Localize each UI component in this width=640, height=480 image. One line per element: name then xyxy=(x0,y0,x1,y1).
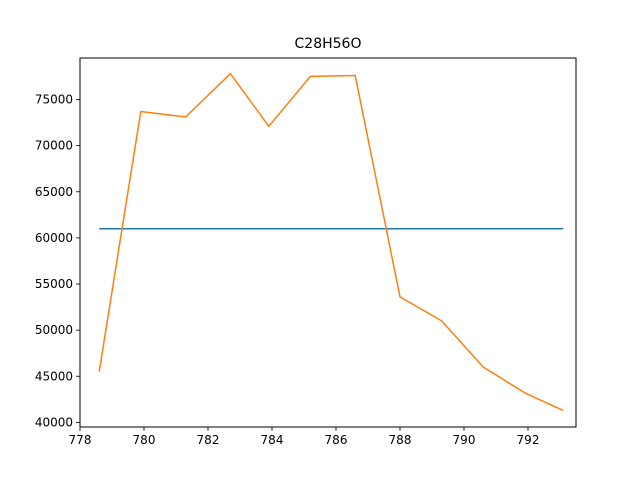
y-tick-label: 70000 xyxy=(35,139,73,153)
y-tick-label: 60000 xyxy=(35,231,73,245)
y-tick-label: 65000 xyxy=(35,185,73,199)
axes-frame xyxy=(79,57,577,428)
chart-title: C28H56O xyxy=(295,36,362,52)
y-tick-label: 55000 xyxy=(35,277,73,291)
x-tick-label: 790 xyxy=(453,433,476,447)
y-axis: 40000 45000 50000 55000 60000 65000 70000 75000 xyxy=(35,93,80,429)
y-tick-label: 75000 xyxy=(35,93,73,107)
y-tick-label: 40000 xyxy=(35,415,73,429)
x-tick-label: 778 xyxy=(69,433,92,447)
y-tick-label: 45000 xyxy=(35,369,73,383)
plot-area xyxy=(79,57,577,428)
x-tick-label: 786 xyxy=(325,433,348,447)
x-tick-label: 788 xyxy=(389,433,412,447)
x-axis: 778 780 782 784 786 788 790 792 xyxy=(69,427,540,447)
y-tick-label: 50000 xyxy=(35,323,73,337)
x-tick-label: 780 xyxy=(133,433,156,447)
series-layer xyxy=(98,72,564,412)
x-tick-label: 782 xyxy=(197,433,220,447)
x-tick-label: 784 xyxy=(261,433,284,447)
series-line-2 xyxy=(98,72,564,412)
x-tick-label: 792 xyxy=(517,433,540,447)
